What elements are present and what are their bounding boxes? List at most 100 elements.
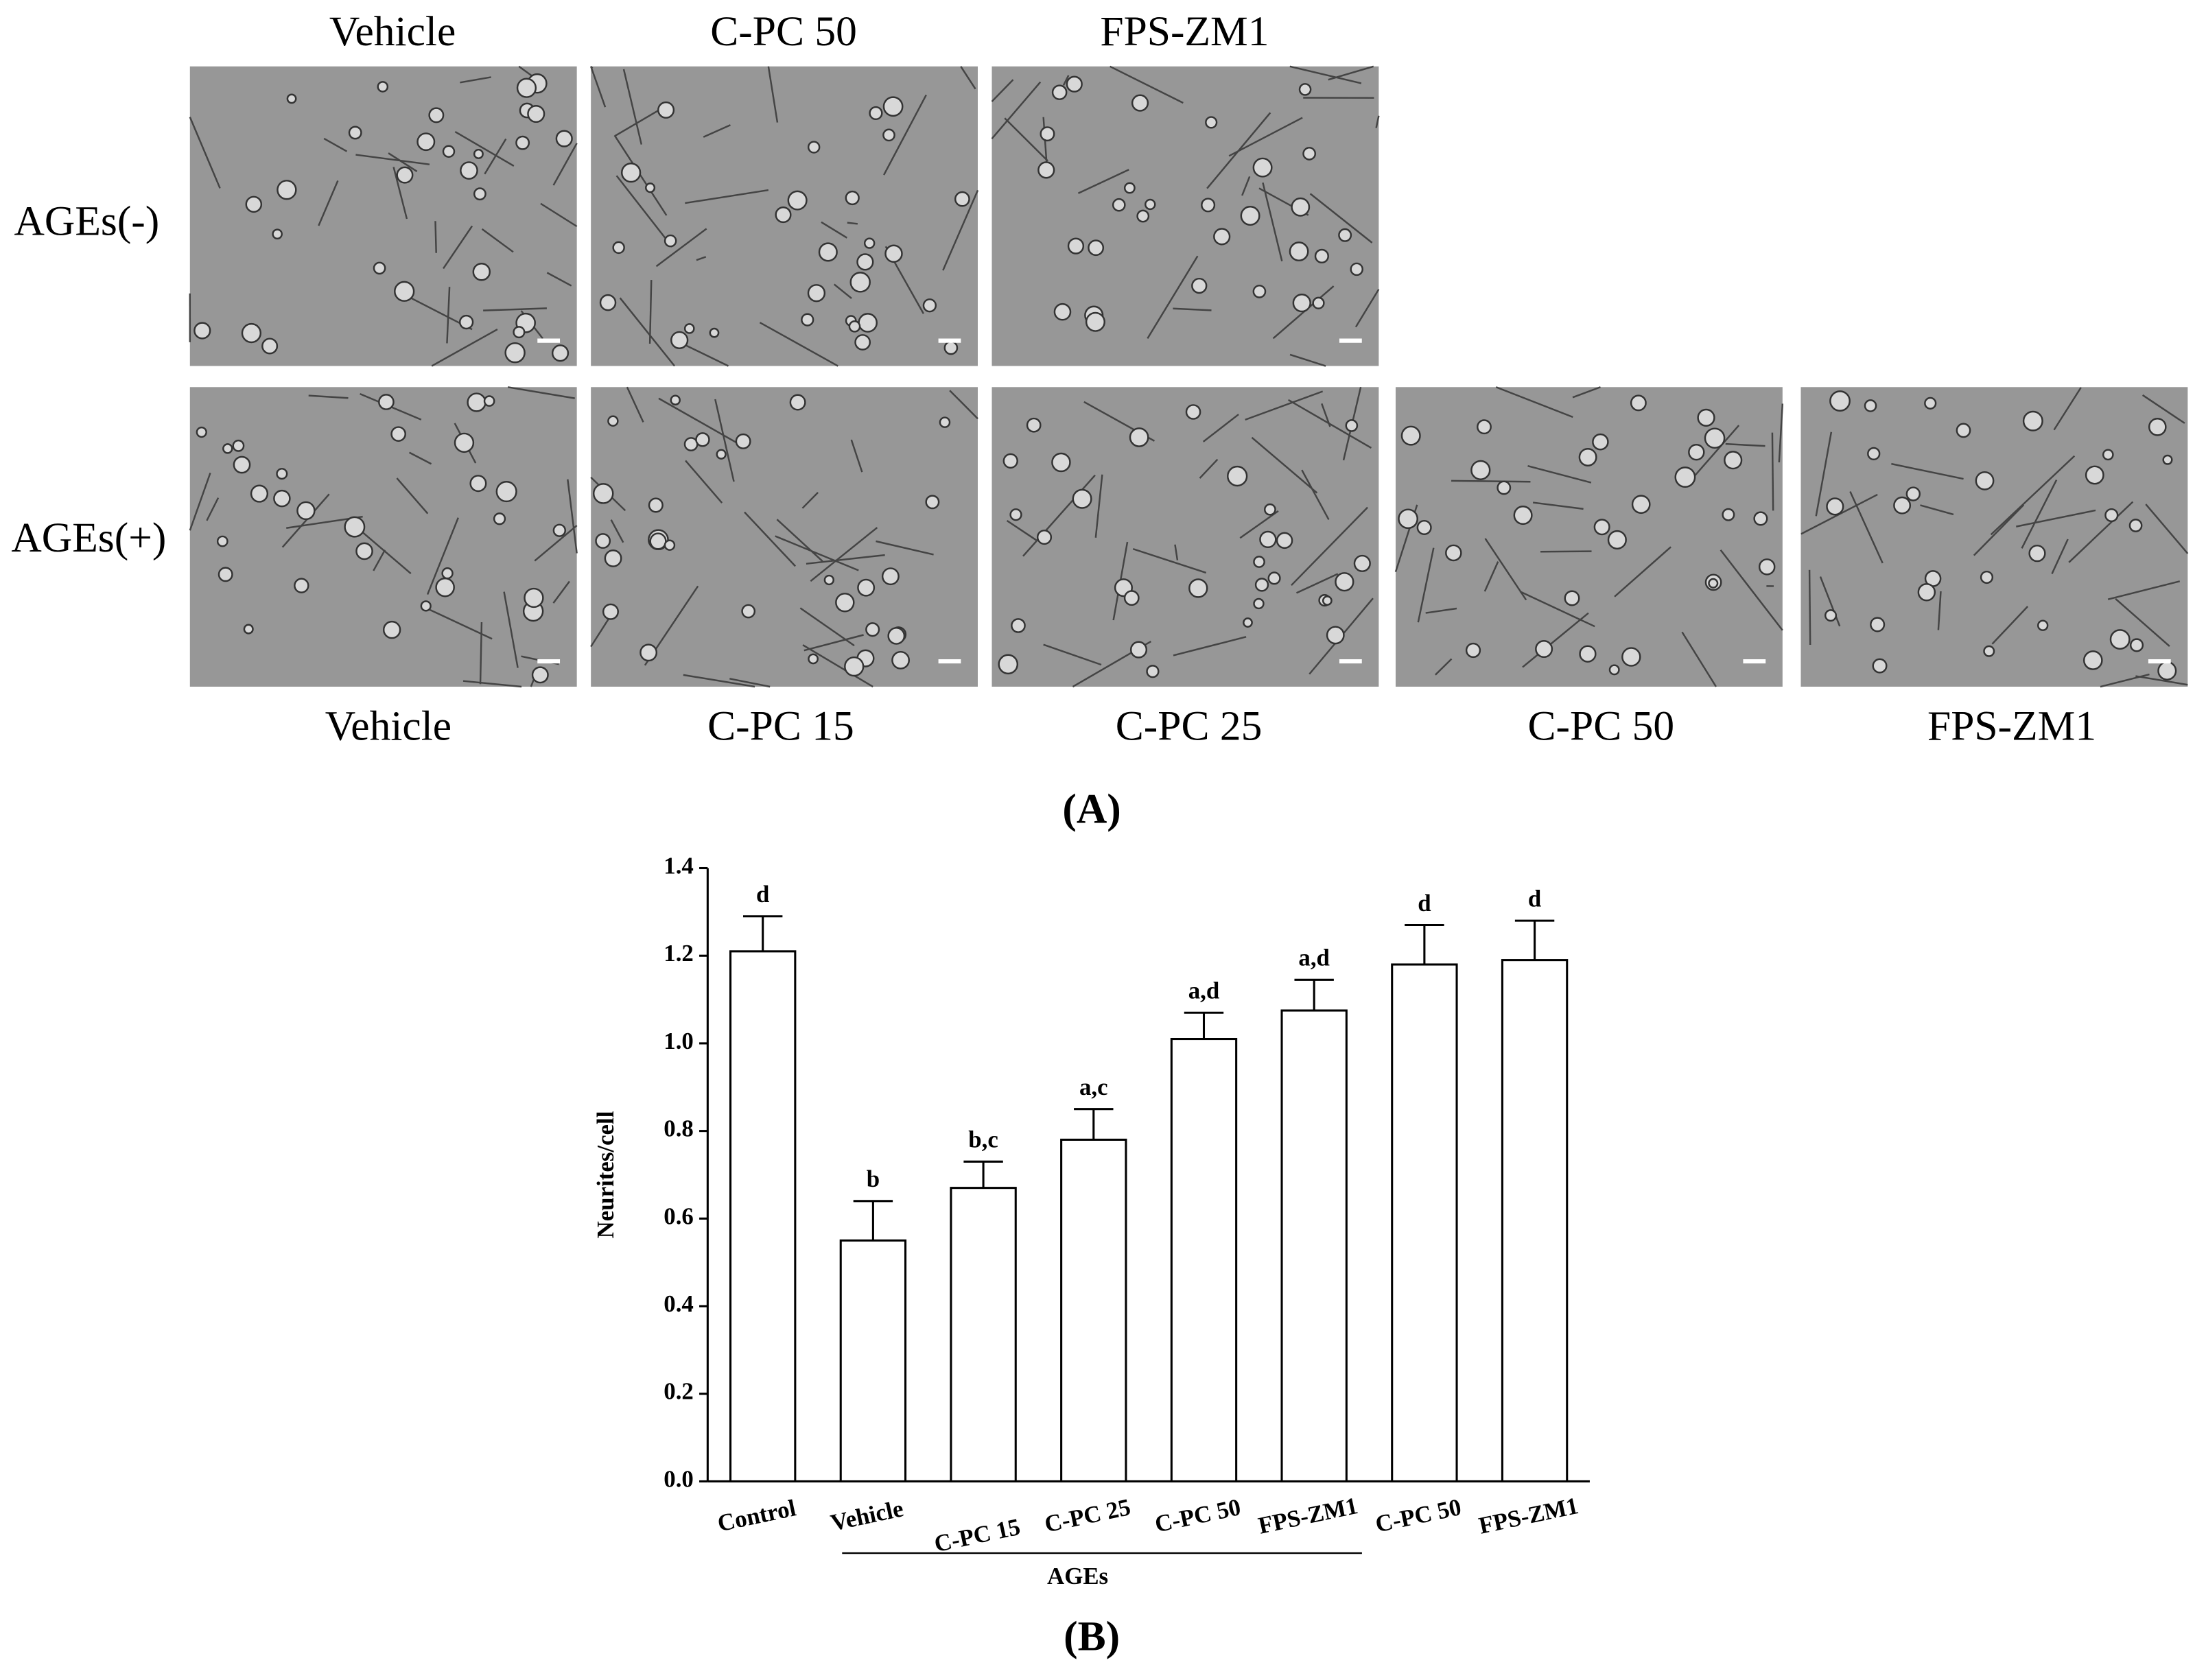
cell xyxy=(2085,465,2104,485)
cell xyxy=(286,93,297,104)
cell xyxy=(1867,447,1881,461)
neurite xyxy=(1110,65,1184,104)
neurite xyxy=(1062,75,1070,86)
cell xyxy=(1276,532,1293,549)
cell xyxy=(472,262,491,281)
cell xyxy=(420,600,432,612)
cell xyxy=(355,542,373,560)
neurite xyxy=(1094,474,1103,538)
cell xyxy=(884,244,903,263)
cell xyxy=(396,166,414,184)
cell xyxy=(639,643,658,662)
neurite xyxy=(685,460,723,504)
bar xyxy=(1391,963,1458,1483)
cell xyxy=(1145,198,1156,211)
neurite xyxy=(189,117,221,189)
cell xyxy=(243,624,254,635)
x-tick-label: Control xyxy=(715,1494,798,1537)
neurite xyxy=(408,451,432,465)
neurite xyxy=(1572,386,1601,399)
cell xyxy=(664,539,676,551)
neurite xyxy=(1262,182,1283,262)
neurite xyxy=(802,644,873,688)
cell xyxy=(1302,147,1317,161)
neurite xyxy=(552,580,570,604)
cell xyxy=(1983,645,1995,657)
neurite xyxy=(1937,591,1942,630)
cell xyxy=(1592,433,1609,451)
y-tick-label: 0.0 xyxy=(664,1465,694,1492)
neurite xyxy=(942,189,979,271)
neurite xyxy=(991,79,1014,102)
neurite xyxy=(1484,538,1527,601)
neurite xyxy=(949,390,978,420)
cell xyxy=(807,141,821,154)
neurite xyxy=(323,137,348,152)
cell xyxy=(1201,198,1216,213)
neurite xyxy=(434,221,437,253)
cell xyxy=(296,501,316,521)
cell xyxy=(2157,661,2177,681)
x-tick-label: C-PC 50 xyxy=(1373,1493,1464,1538)
cell xyxy=(1864,399,1877,412)
neurite xyxy=(1417,547,1435,623)
x-tick-label: Vehicle xyxy=(828,1495,906,1536)
cell xyxy=(835,593,855,613)
neurite xyxy=(388,152,418,172)
cell xyxy=(441,567,454,580)
neurite xyxy=(1291,506,1368,587)
cell xyxy=(1980,570,1994,584)
neurite xyxy=(546,272,572,287)
cell xyxy=(1905,486,1921,501)
x-tick-label: C-PC 25 xyxy=(1042,1493,1133,1538)
cell xyxy=(695,432,710,447)
neurite xyxy=(658,397,742,447)
neurite xyxy=(1289,65,1362,84)
cell xyxy=(592,483,614,504)
neurite xyxy=(1077,169,1129,194)
cell xyxy=(1465,642,1481,659)
cell xyxy=(1697,408,1715,427)
cell xyxy=(1917,583,1936,602)
neurite xyxy=(767,66,779,123)
bottom-label: C-PC 25 xyxy=(1116,703,1263,750)
cell xyxy=(2028,545,2046,563)
bar xyxy=(729,950,797,1483)
cell xyxy=(241,322,262,344)
neurite xyxy=(1241,176,1251,196)
neurite xyxy=(1532,501,1584,510)
cell xyxy=(1066,75,1083,93)
cell xyxy=(1040,126,1055,142)
cell xyxy=(1243,617,1253,628)
cell xyxy=(1136,209,1150,223)
bar xyxy=(1060,1138,1127,1483)
cell xyxy=(1724,451,1743,470)
cell xyxy=(1630,394,1647,412)
neurite xyxy=(590,65,594,69)
cell xyxy=(2109,629,2131,650)
neurite xyxy=(2051,539,2069,574)
neurite xyxy=(392,167,408,220)
cell xyxy=(1259,530,1277,549)
neurite xyxy=(2068,501,2134,563)
neurite xyxy=(2021,479,2058,549)
cell xyxy=(1314,248,1329,263)
neurite xyxy=(1272,285,1335,340)
cell xyxy=(607,415,619,427)
cell xyxy=(1146,665,1160,678)
neurite xyxy=(281,493,330,548)
neurite xyxy=(1495,386,1573,418)
cell xyxy=(1335,572,1354,592)
neurite xyxy=(681,342,729,367)
x-tick-label: C-PC 15 xyxy=(932,1513,1022,1558)
row-label: AGEs(+) xyxy=(11,514,166,561)
cell xyxy=(394,281,415,302)
cell xyxy=(869,106,883,121)
neurite xyxy=(308,394,349,399)
bar xyxy=(950,1187,1017,1483)
neurite xyxy=(876,540,934,556)
cell xyxy=(504,342,526,364)
cell xyxy=(1400,425,1421,446)
x-tick-label: FPS-ZM1 xyxy=(1477,1492,1581,1539)
cell xyxy=(621,163,642,183)
